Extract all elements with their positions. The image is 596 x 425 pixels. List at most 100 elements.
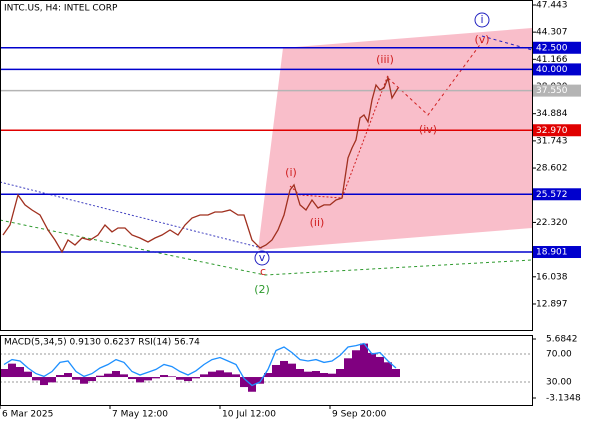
histogram-bar <box>16 366 24 378</box>
histogram-bar <box>192 377 200 379</box>
histogram-bar <box>328 373 336 378</box>
rsi-line <box>3 342 397 387</box>
histogram-bar <box>344 358 352 378</box>
level-label-box <box>533 246 581 259</box>
y2-tick-label: 70.00 <box>546 349 572 359</box>
histogram-bar <box>96 375 104 378</box>
y-tick-label: 5.6842 <box>546 334 578 344</box>
y-tick-label: 28.602 <box>536 164 568 174</box>
annotation: (2) <box>254 283 270 296</box>
histogram-bar <box>232 374 240 378</box>
histogram-bar <box>240 377 248 388</box>
histogram-bar <box>152 377 160 379</box>
x-tick-label: 9 Sep 20:00 <box>332 410 387 420</box>
histogram-bar <box>312 371 320 378</box>
level-label-box <box>533 84 581 97</box>
histogram-bar <box>120 374 128 378</box>
histogram-bar <box>56 375 64 378</box>
histogram-bar <box>88 377 96 382</box>
chart-title: INTC.US, H4: INTEL CORP <box>4 4 118 14</box>
trend-line <box>0 219 533 276</box>
histogram-bar <box>136 377 144 383</box>
price-line <box>2 75 399 254</box>
histogram-bar <box>216 370 224 378</box>
histogram-bar <box>248 377 256 392</box>
level-label-box <box>533 188 581 201</box>
annotation-circle <box>474 12 490 28</box>
histogram-bar <box>80 377 88 384</box>
level-label: 40.000 <box>536 65 568 75</box>
histogram-bar <box>288 363 296 378</box>
plot-frame <box>0 335 533 406</box>
histogram-bar <box>296 368 304 378</box>
annotation: (i) <box>285 166 297 179</box>
x-tick-label: 7 May 12:00 <box>112 410 168 420</box>
indicator-title: MACD(5,34,5) 0.9130 0.6237 RSI(14) 56.74 <box>4 338 200 348</box>
annotation: (v) <box>474 33 489 46</box>
histogram-bar <box>0 368 8 378</box>
annotation: (iii) <box>376 53 394 66</box>
histogram-bar <box>368 352 376 378</box>
annotation: c <box>260 265 266 278</box>
annotation: v <box>259 251 266 264</box>
histogram-bar <box>392 368 400 378</box>
trend-line <box>0 181 263 249</box>
y-tick-label: 34.884 <box>536 109 568 119</box>
annotation: i <box>480 13 483 26</box>
y-tick-label: 16.038 <box>536 272 568 282</box>
level-label-box <box>533 63 581 76</box>
histogram-bar <box>72 377 80 380</box>
histogram-bar <box>160 375 168 378</box>
level-label-box <box>533 124 581 137</box>
histogram-bar <box>112 371 120 378</box>
histogram-bar <box>8 363 16 378</box>
histogram-bar <box>176 377 184 380</box>
y-tick-label: 47.443 <box>536 0 568 10</box>
histogram-bar <box>208 371 216 378</box>
level-label: 42.500 <box>536 43 568 53</box>
y-tick-label: 12.897 <box>536 299 568 309</box>
histogram-bar <box>280 360 288 378</box>
histogram-bar <box>200 374 208 378</box>
plot-frame <box>0 0 533 331</box>
histogram-bar <box>128 377 136 380</box>
histogram-bar <box>64 373 72 378</box>
histogram-bar <box>184 377 192 382</box>
y-tick-label: 22.320 <box>536 218 568 228</box>
histogram-bar <box>320 373 328 378</box>
y-tick-label: 44.307 <box>536 28 568 38</box>
histogram-bar <box>224 372 232 378</box>
histogram-bar <box>104 373 112 378</box>
histogram-bar <box>24 371 32 378</box>
y-tick-label: 41.166 <box>536 55 568 65</box>
level-label: 18.901 <box>536 248 568 258</box>
histogram-bar <box>352 350 360 378</box>
x-tick-label: 10 Jul 12:00 <box>222 410 276 420</box>
y-tick-label: -3.1348 <box>546 394 581 404</box>
histogram-bar <box>256 377 264 384</box>
histogram-bar <box>40 377 48 386</box>
x-tick-label: 6 Mar 2025 <box>2 410 53 420</box>
annotation: (iv) <box>419 123 437 136</box>
histogram-bar <box>264 373 272 378</box>
level-label: 37.550 <box>536 86 568 96</box>
main-plot: 47.44344.30741.16638.03034.88431.74328.6… <box>0 0 581 420</box>
histogram-bar <box>304 371 312 378</box>
y-tick-label: 31.743 <box>536 136 568 146</box>
level-label: 32.970 <box>536 126 568 136</box>
annotation-circle <box>254 250 270 266</box>
level-label: 25.572 <box>536 190 568 200</box>
histogram-bar <box>32 377 40 381</box>
histogram-bar <box>336 368 344 378</box>
level-label-box <box>533 41 581 54</box>
indicator-plot: 5.6842 -3.1348 70.00 30.00 <box>0 334 581 404</box>
histogram-bar <box>48 377 56 383</box>
channel <box>258 28 532 250</box>
wave-labels: (i) (ii) (iii) (iv) (v) i v c (2) <box>254 12 490 296</box>
annotation: (ii) <box>310 216 325 229</box>
histogram-bar <box>360 343 368 378</box>
histogram-bar <box>384 362 392 378</box>
histogram-bar <box>144 377 152 381</box>
